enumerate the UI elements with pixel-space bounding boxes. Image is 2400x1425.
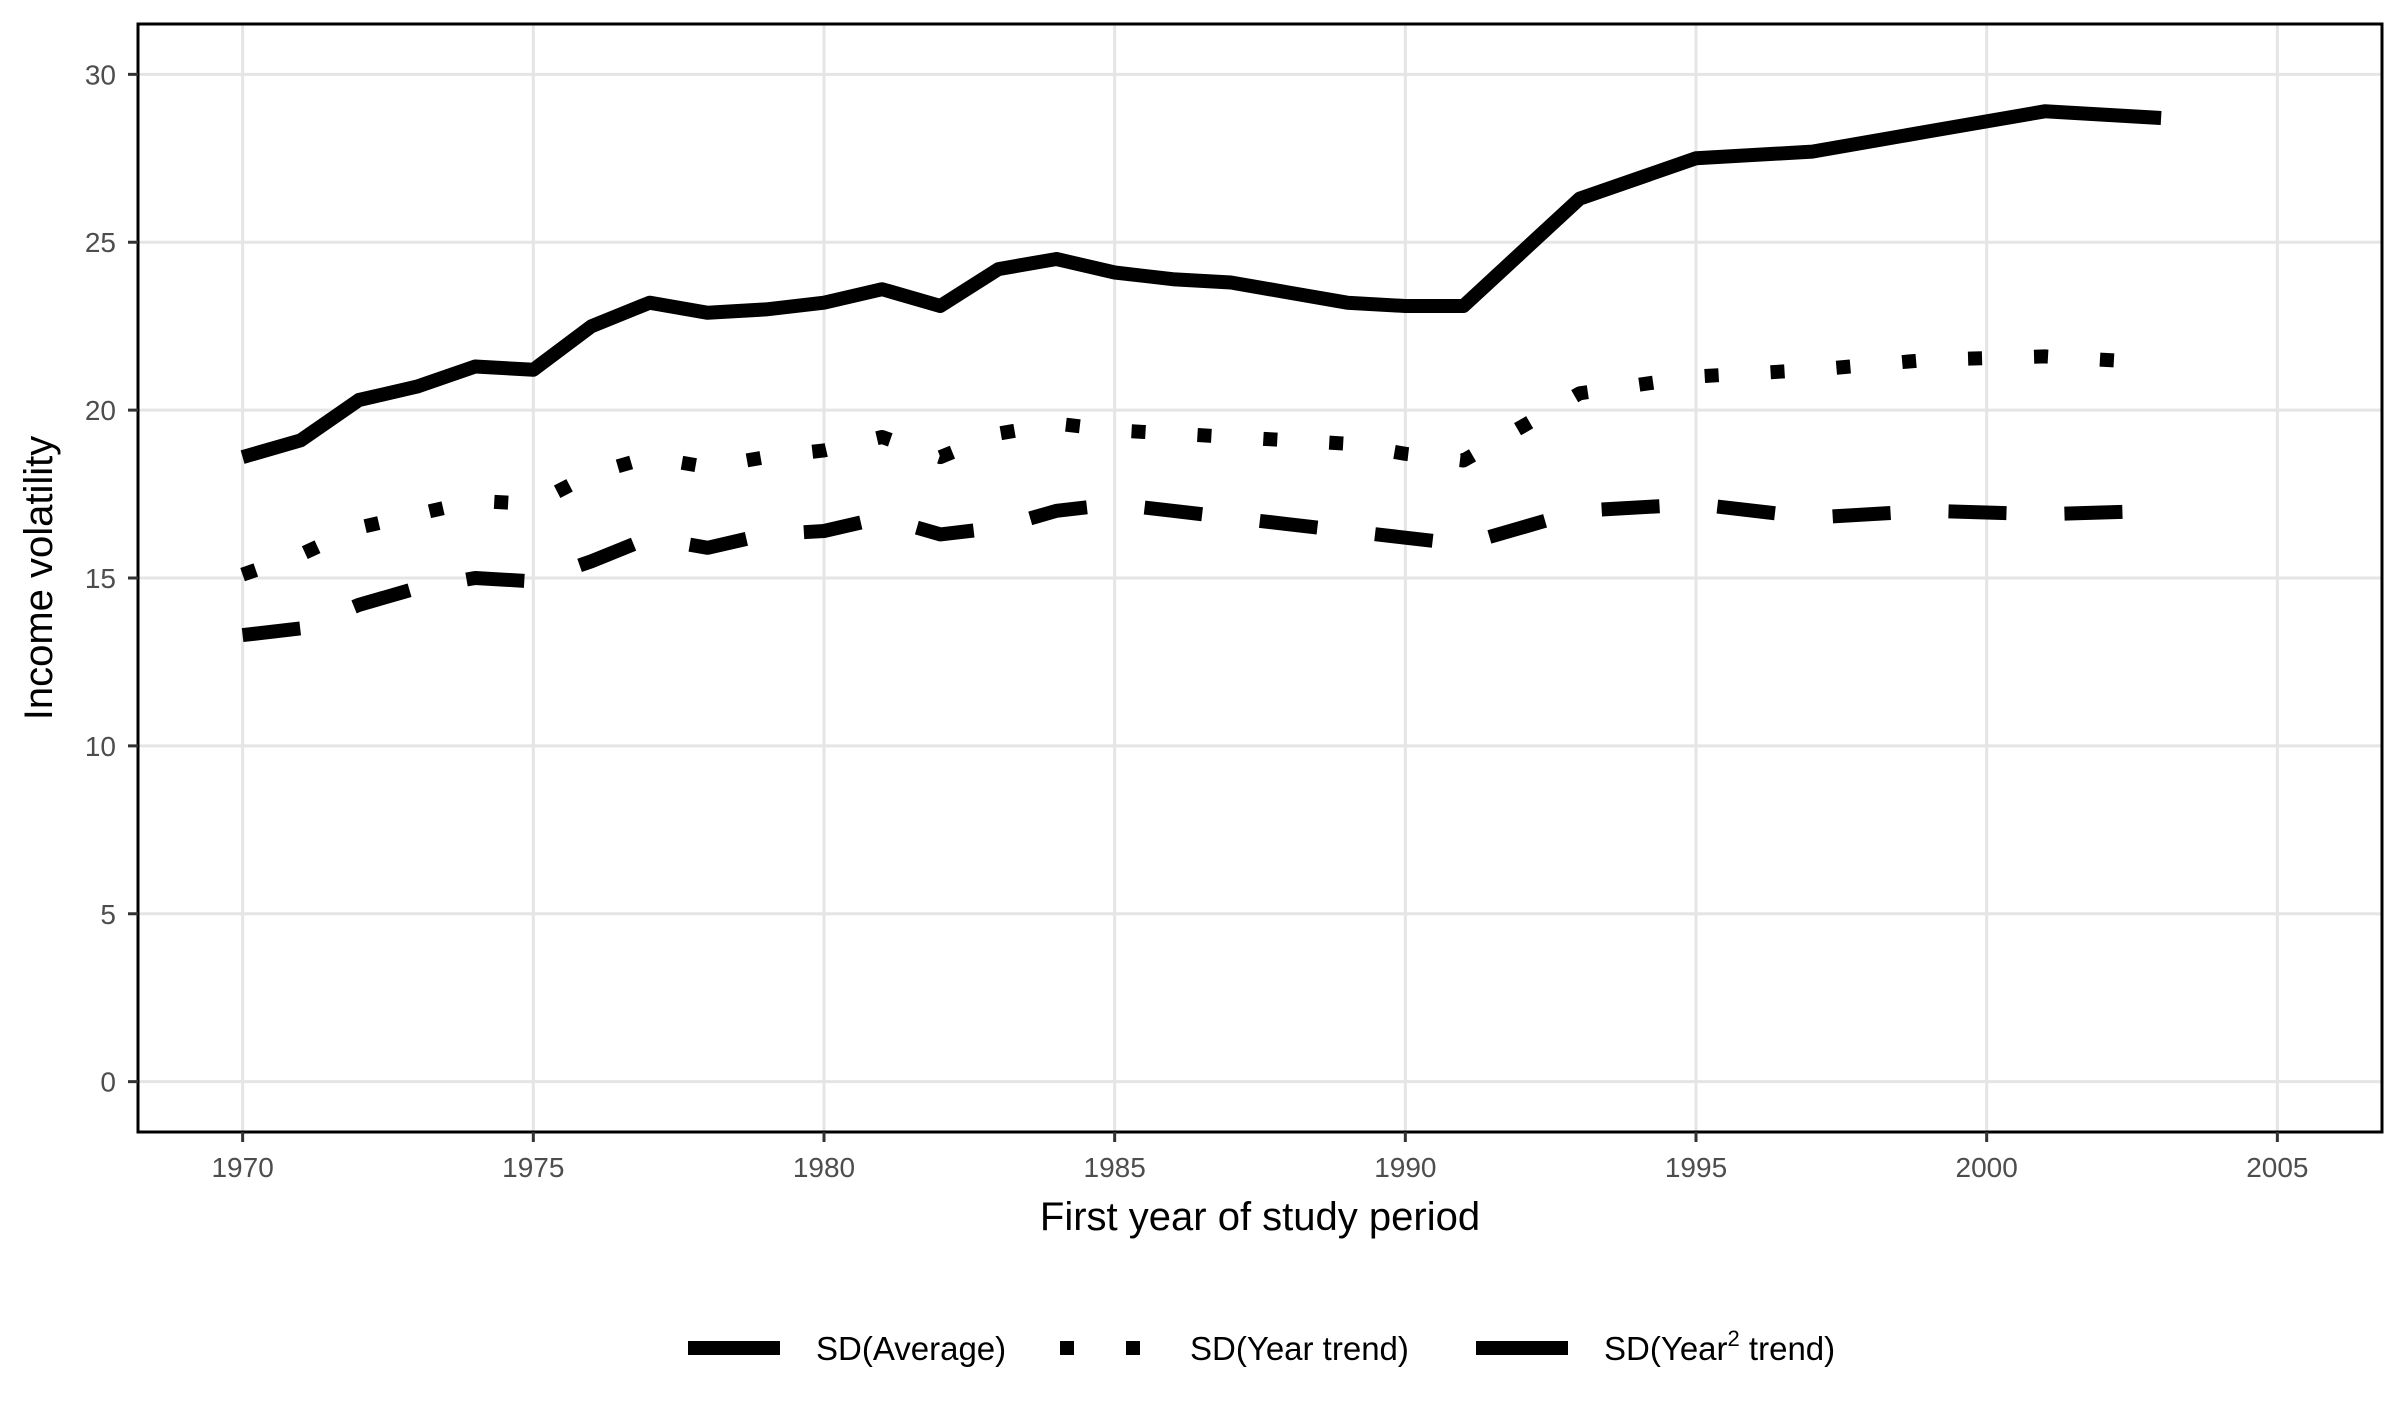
x-axis-title: First year of study period xyxy=(1040,1195,1480,1239)
y-tick-label-20: 20 xyxy=(85,395,116,426)
x-tick-label-1995: 1995 xyxy=(1665,1152,1727,1183)
legend-label-sd-year2-prefix: SD(Year xyxy=(1604,1330,1728,1367)
y-axis-title: Income volatility xyxy=(17,436,61,721)
legend-label-sd-year2-trend: SD(Year2 trend) xyxy=(1604,1326,1835,1367)
legend-label-sd-average: SD(Average) xyxy=(816,1330,1006,1367)
x-tick-label-1990: 1990 xyxy=(1374,1152,1436,1183)
legend-label-sd-year2-suffix: trend) xyxy=(1740,1330,1835,1367)
grid-lines xyxy=(138,24,2382,1132)
legend-label-sd-year2-superscript: 2 xyxy=(1728,1326,1740,1351)
x-tick-label-1975: 1975 xyxy=(502,1152,564,1183)
series-line-sd-year-trend xyxy=(241,497,2162,643)
legend: SD(Average) SD(Year trend) SD(Year2 tren… xyxy=(688,1326,1835,1367)
x-tick-label-2005: 2005 xyxy=(2246,1152,2308,1183)
x-tick-label-2000: 2000 xyxy=(1956,1152,2018,1183)
series-lines xyxy=(240,104,2162,643)
y-tick-label-30: 30 xyxy=(85,59,116,90)
axis-ticks: 1970 1975 1980 1985 1990 1995 2000 2005 0 5 10 15 20… xyxy=(85,59,2309,1183)
y-tick-label-10: 10 xyxy=(85,731,116,762)
legend-label-sd-year-trend: SD(Year trend) xyxy=(1190,1330,1409,1367)
y-tick-label-5: 5 xyxy=(100,899,116,930)
series-line-sd-average xyxy=(240,104,2162,464)
series-line-sd-year-trend xyxy=(240,349,2162,582)
y-tick-label-25: 25 xyxy=(85,227,116,258)
x-tick-label-1980: 1980 xyxy=(793,1152,855,1183)
y-tick-label-15: 15 xyxy=(85,563,116,594)
y-tick-label-0: 0 xyxy=(100,1067,116,1098)
x-tick-label-1985: 1985 xyxy=(1084,1152,1146,1183)
x-tick-label-1970: 1970 xyxy=(211,1152,273,1183)
